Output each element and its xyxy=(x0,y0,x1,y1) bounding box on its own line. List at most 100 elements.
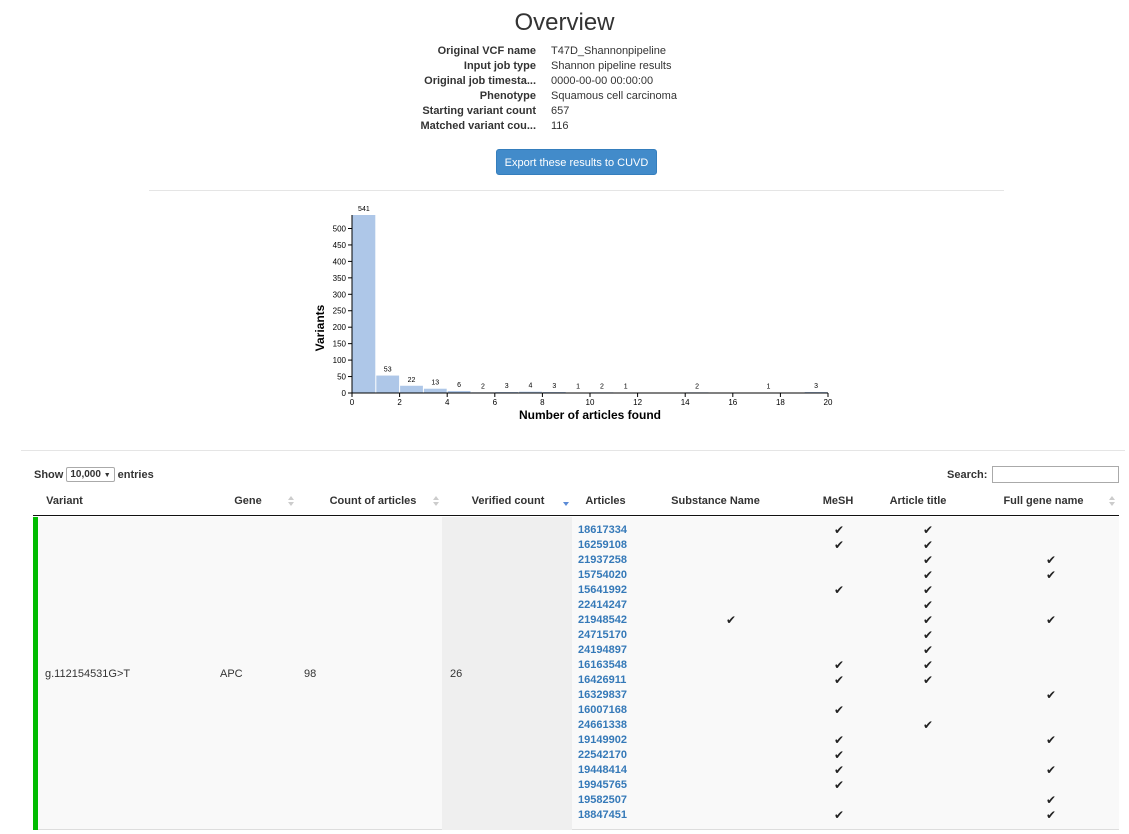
check-icon: ✔ xyxy=(1045,793,1057,807)
article-link[interactable]: 16329837 xyxy=(578,689,627,701)
article-link[interactable]: 15641992 xyxy=(578,584,627,596)
page-size-value: 10,000 xyxy=(70,469,101,480)
table-row[interactable]: g.112154531G>T APC 98 26 18617334 1625910… xyxy=(33,517,1119,830)
check-icon: ✔ xyxy=(922,553,934,567)
empty-check-slot xyxy=(1041,778,1061,793)
table-search: Search: xyxy=(947,466,1120,483)
cell-gene-name-checks: ✔ ✔ ✔ ✔ ✔ ✔ ✔ ✔ xyxy=(1041,523,1061,823)
cell-mesh-checks: ✔ ✔ ✔ ✔ ✔ ✔ ✔ ✔ ✔ ✔ ✔ xyxy=(829,523,849,823)
histogram-bar xyxy=(376,375,400,393)
export-to-cuvd-button[interactable]: Export these results to CUVD xyxy=(496,149,657,175)
page-size-select[interactable]: 10,000 ▼ xyxy=(66,467,115,482)
empty-check-slot xyxy=(829,613,849,628)
article-link[interactable]: 21937258 xyxy=(578,554,627,566)
article-link[interactable]: 16259108 xyxy=(578,539,627,551)
empty-check-slot xyxy=(721,583,741,598)
article-link[interactable]: 22542170 xyxy=(578,749,627,761)
empty-check-slot xyxy=(918,778,938,793)
info-label: Input job type xyxy=(463,60,536,72)
x-tick-label: 8 xyxy=(540,398,545,407)
article-link[interactable]: 24715170 xyxy=(578,629,627,641)
bar-value-label: 3 xyxy=(552,383,556,390)
bar-value-label: 6 xyxy=(457,382,461,389)
bar-value-label: 1 xyxy=(767,384,771,391)
check-icon: ✔ xyxy=(922,643,934,657)
article-link[interactable]: 19582507 xyxy=(578,794,627,806)
info-row: Original VCF name T47D_Shannonpipeline xyxy=(411,44,677,59)
x-tick-label: 18 xyxy=(776,398,785,407)
column-header-substance[interactable]: Substance Name xyxy=(663,490,768,515)
article-link[interactable]: 19945765 xyxy=(578,779,627,791)
x-tick-label: 2 xyxy=(397,398,402,407)
empty-check-slot xyxy=(829,628,849,643)
empty-check-slot xyxy=(918,793,938,808)
article-link[interactable]: 16163548 xyxy=(578,659,627,671)
empty-check-slot xyxy=(721,808,741,823)
sort-icon xyxy=(433,496,439,508)
article-link[interactable]: 24194897 xyxy=(578,644,627,656)
cell-variant: g.112154531G>T xyxy=(45,667,131,680)
y-tick-label: 350 xyxy=(333,274,347,283)
empty-check-slot xyxy=(918,748,938,763)
article-link[interactable]: 15754020 xyxy=(578,569,627,581)
bar-value-label: 4 xyxy=(529,383,533,390)
column-header-verified[interactable]: Verified count xyxy=(443,490,573,515)
check-icon: ✔ xyxy=(833,808,845,822)
info-row: Phenotype Squamous cell carcinoma xyxy=(411,89,677,104)
empty-check-slot xyxy=(721,628,741,643)
column-header-full-gene-name[interactable]: Full gene name xyxy=(978,490,1119,515)
empty-check-slot xyxy=(721,553,741,568)
check-icon: ✔ xyxy=(922,598,934,612)
check-icon: ✔ xyxy=(922,628,934,642)
search-label: Search: xyxy=(947,468,988,481)
x-tick-label: 12 xyxy=(633,398,642,407)
empty-check-slot xyxy=(721,718,741,733)
article-link[interactable]: 19149902 xyxy=(578,734,627,746)
column-header-mesh[interactable]: MeSH xyxy=(808,490,868,515)
y-tick-label: 500 xyxy=(333,224,347,233)
info-value: 116 xyxy=(551,120,569,132)
check-icon: ✔ xyxy=(1045,568,1057,582)
cell-articles: 18617334 16259108 21937258 15754020 15641992… xyxy=(578,523,673,823)
divider xyxy=(149,190,1004,191)
column-header-variant[interactable]: Variant xyxy=(33,490,96,515)
column-header-gene[interactable]: Gene xyxy=(198,490,298,515)
check-icon: ✔ xyxy=(1045,688,1057,702)
empty-check-slot xyxy=(829,718,849,733)
page-size-control: Show 10,000 ▼ entries xyxy=(34,467,154,482)
bar-value-label: 3 xyxy=(814,383,818,390)
empty-check-slot xyxy=(1041,673,1061,688)
article-link[interactable]: 18617334 xyxy=(578,524,627,536)
y-tick-label: 300 xyxy=(333,290,347,299)
column-header-count[interactable]: Count of articles xyxy=(303,490,443,515)
article-link[interactable]: 24661338 xyxy=(578,719,627,731)
article-link[interactable]: 22414247 xyxy=(578,599,627,611)
empty-check-slot xyxy=(721,568,741,583)
empty-check-slot xyxy=(721,748,741,763)
check-icon: ✔ xyxy=(922,673,934,687)
info-label: Starting variant count xyxy=(422,105,536,117)
check-icon: ✔ xyxy=(833,538,845,552)
empty-check-slot xyxy=(829,568,849,583)
y-tick-label: 50 xyxy=(337,373,346,382)
article-link[interactable]: 16426911 xyxy=(578,674,627,686)
row-status-indicator xyxy=(33,517,38,830)
empty-check-slot xyxy=(721,658,741,673)
empty-check-slot xyxy=(721,598,741,613)
empty-check-slot xyxy=(1041,538,1061,553)
empty-check-slot xyxy=(1041,658,1061,673)
article-link[interactable]: 16007168 xyxy=(578,704,627,716)
bar-value-label: 13 xyxy=(431,380,439,387)
info-label: Matched variant cou... xyxy=(420,120,536,132)
cell-substance-checks: ✔ xyxy=(721,523,741,823)
article-link[interactable]: 19448414 xyxy=(578,764,627,776)
empty-check-slot xyxy=(721,673,741,688)
y-tick-label: 400 xyxy=(333,257,347,266)
article-link[interactable]: 21948542 xyxy=(578,614,627,626)
empty-check-slot xyxy=(1041,628,1061,643)
y-tick-label: 0 xyxy=(342,389,347,398)
article-link[interactable]: 18847451 xyxy=(578,809,627,821)
column-header-articles[interactable]: Articles xyxy=(573,490,638,515)
column-header-article-title[interactable]: Article title xyxy=(878,490,958,515)
search-input[interactable] xyxy=(992,466,1120,483)
